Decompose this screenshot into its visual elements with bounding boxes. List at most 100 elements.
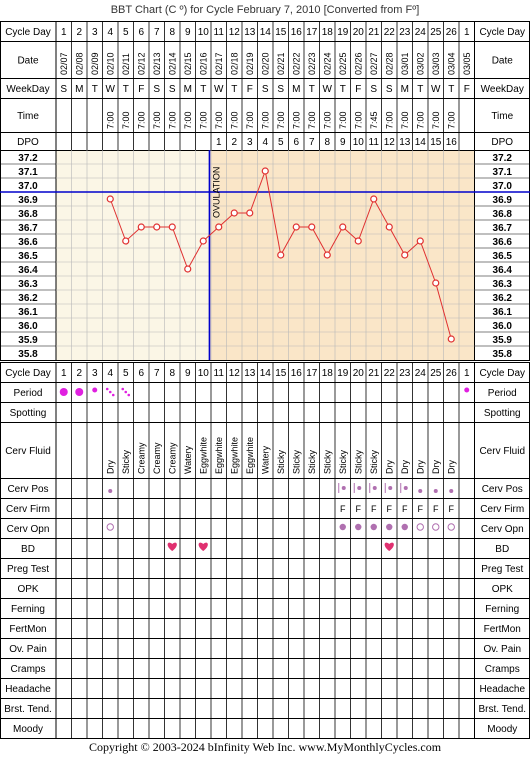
row-label-preg_test: Preg Test	[7, 564, 49, 575]
cerv-pos-mark	[357, 486, 362, 490]
cycle-day-cell-lower: 17	[306, 368, 318, 379]
temp-point	[308, 223, 316, 231]
row-label-right-bd: BD	[495, 544, 509, 555]
dpo-cell: 13	[399, 137, 411, 148]
y-tick-label-right: 37.2	[493, 153, 513, 164]
y-tick-label: 35.8	[18, 349, 38, 360]
temp-point	[215, 223, 223, 231]
time-cell: 7:00	[198, 111, 208, 129]
cycle-day-cell: 3	[92, 27, 98, 38]
row-label-right-cerv_opn: Cerv Opn	[481, 524, 524, 535]
cerv-fluid-cell: Creamy	[167, 442, 177, 474]
cerv-fluid-cell: Watery	[183, 445, 193, 474]
temp-line-segment	[311, 226, 328, 256]
time-cell: 7:00	[384, 111, 394, 129]
temp-line-segment	[388, 226, 406, 256]
row-label-spotting: Spotting	[10, 408, 47, 419]
row-label-right-fertmon: FertMon	[484, 624, 521, 635]
temp-point	[401, 251, 409, 259]
y-tick-label: 36.7	[18, 223, 38, 234]
temp-line-segment	[109, 198, 127, 242]
date-cell: 03/05	[462, 52, 472, 75]
cycle-day-cell-lower: 14	[260, 368, 272, 379]
date-cell: 02/08	[74, 52, 84, 75]
cerv-fluid-cell: Eggwhite	[245, 437, 255, 474]
cycle-day-cell-lower: 26	[446, 368, 458, 379]
row-label-right-cerv_firm: Cerv Firm	[480, 504, 524, 515]
cerv-pos-mark	[403, 486, 408, 490]
period-mark	[464, 387, 470, 393]
weekday-cell: S	[277, 84, 284, 95]
chart-title: BBT Chart (C º) for Cycle February 7, 20…	[111, 4, 420, 16]
time-cell: 7:45	[369, 111, 379, 129]
cerv-fluid-cell: Creamy	[152, 442, 162, 474]
temp-line-segment	[249, 170, 266, 214]
dpo-cell: 12	[384, 137, 396, 148]
cycle-day-cell: 4	[107, 27, 113, 38]
cycle-day-cell-lower: 1	[464, 368, 470, 379]
temp-point	[230, 209, 238, 217]
cerv-opn-mark	[386, 523, 393, 531]
cerv-opn-mark	[432, 523, 440, 531]
cycle-day-cell: 17	[306, 27, 318, 38]
temp-point	[447, 335, 455, 343]
time-cell: 7:00	[291, 111, 301, 129]
row-label-right-spotting: Spotting	[484, 408, 521, 419]
cerv-opn-mark	[416, 523, 424, 531]
row-label-cycle_day: Cycle Day	[5, 27, 51, 38]
date-cell: 02/21	[276, 52, 286, 75]
time-cell: 7:00	[353, 111, 363, 129]
cycle-day-cell: 10	[198, 27, 210, 38]
cycle-day-cell-lower: 22	[384, 368, 396, 379]
temp-line-segment	[419, 240, 437, 284]
date-cell: 02/25	[338, 52, 348, 75]
temp-line-segment	[373, 198, 390, 228]
cerv-pos-mark	[341, 486, 346, 490]
weekday-cell: S	[60, 84, 67, 95]
cycle-day-cell-lower: 2	[76, 368, 82, 379]
time-cell: 7:00	[431, 111, 441, 129]
dpo-cell: 6	[293, 137, 299, 148]
row-label-brst_tend: Brst. Tend.	[4, 704, 52, 715]
dpo-cell: 2	[231, 137, 237, 148]
cycle-day-cell-lower: 3	[92, 368, 98, 379]
weekday-cell: T	[309, 84, 315, 95]
row-label-right-weekday: WeekDay	[481, 84, 524, 95]
cerv-pos-mark	[108, 489, 113, 493]
cycle-day-cell: 25	[430, 27, 442, 38]
weekday-cell: S	[153, 84, 160, 95]
date-cell: 02/14	[167, 52, 177, 75]
row-label-cramps: Cramps	[10, 664, 45, 675]
dpo-cell: 10	[353, 137, 365, 148]
cerv-fluid-cell: Eggwhite	[214, 437, 224, 474]
date-cell: 03/01	[400, 52, 410, 75]
cycle-day-cell-lower: 10	[198, 368, 210, 379]
cerv-fluid-cell: Sticky	[121, 449, 131, 474]
cycle-day-cell-lower: 19	[337, 368, 349, 379]
weekday-cell: T	[340, 84, 346, 95]
time-cell: 7:00	[245, 111, 255, 129]
row-label-right-date: Date	[492, 56, 514, 67]
cycle-day-cell: 7	[154, 27, 160, 38]
temp-point	[292, 223, 300, 231]
y-tick-label-right: 37.1	[493, 167, 513, 178]
weekday-cell: F	[247, 84, 253, 95]
time-cell: 7:00	[307, 111, 317, 129]
date-cell: 03/03	[431, 52, 441, 75]
time-cell: 7:00	[167, 111, 177, 129]
temp-point	[199, 237, 207, 245]
weekday-cell: M	[184, 84, 192, 95]
cerv-fluid-cell: Sticky	[276, 449, 286, 474]
row-label-cycle_day: Cycle Day	[5, 368, 51, 379]
cycle-day-cell: 19	[337, 27, 349, 38]
bd-heart-icon	[198, 542, 208, 551]
date-cell: 02/15	[183, 52, 193, 75]
weekday-cell: S	[262, 84, 269, 95]
row-label-opk: OPK	[17, 584, 38, 595]
cerv-fluid-cell: Dry	[446, 460, 456, 474]
row-label-right-ov_pain: Ov. Pain	[483, 644, 521, 655]
weekday-cell: M	[401, 84, 409, 95]
cerv-opn-mark	[447, 523, 455, 531]
